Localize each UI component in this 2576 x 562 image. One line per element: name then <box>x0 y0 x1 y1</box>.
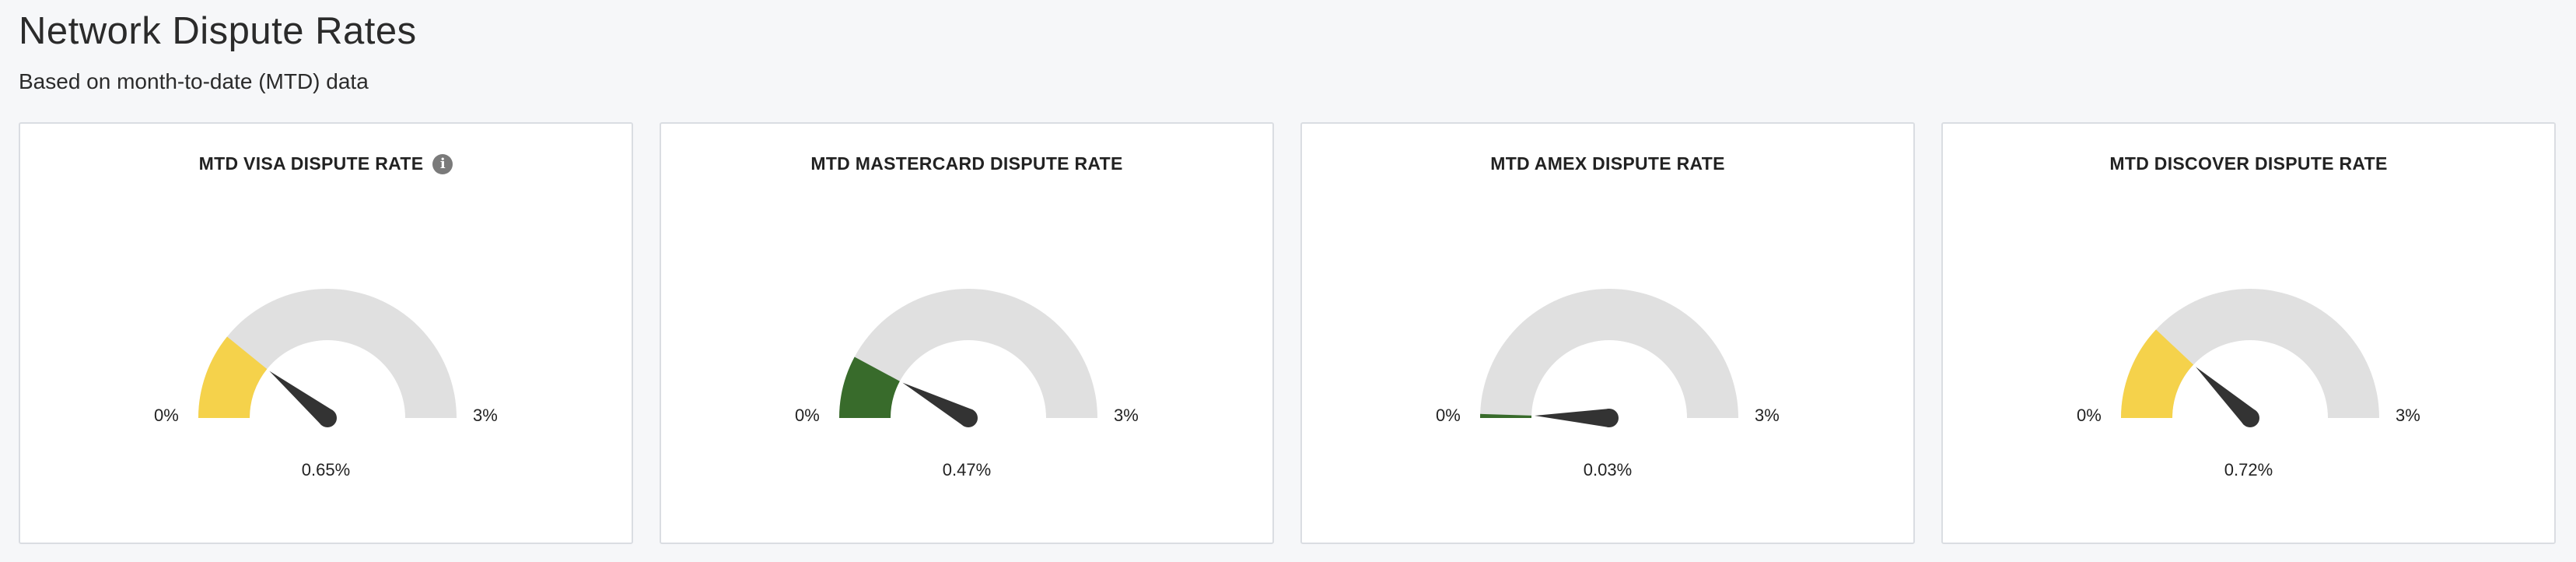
gauge-value-label: 0.03% <box>1583 460 1633 479</box>
gauge-card-header: MTD AMEX DISPUTE RATE <box>1302 153 1913 174</box>
gauge-card-header: MTD VISA DISPUTE RATE i <box>20 153 632 174</box>
gauge-card-header: MTD MASTERCARD DISPUTE RATE <box>661 153 1272 174</box>
gauge-value-label: 0.72% <box>2224 460 2273 479</box>
gauge-title: MTD AMEX DISPUTE RATE <box>1490 153 1725 174</box>
gauge-card-visa: MTD VISA DISPUTE RATE i 0% 3% 0.65% <box>19 122 633 544</box>
gauge-card-discover: MTD DISCOVER DISPUTE RATE 0% 3% 0.72% <box>1941 122 2556 544</box>
gauge-max-label: 3% <box>1755 406 1780 425</box>
gauge-track <box>839 289 1097 418</box>
gauge-track <box>2121 289 2379 418</box>
page-title: Network Dispute Rates <box>19 10 417 52</box>
gauge-card-header: MTD DISCOVER DISPUTE RATE <box>1943 153 2554 174</box>
gauge-chart <box>839 289 1097 427</box>
gauge-title: MTD VISA DISPUTE RATE <box>198 153 424 174</box>
gauge-needle-hub <box>2241 409 2259 427</box>
gauge-needle <box>902 382 973 427</box>
gauge-value-label: 0.47% <box>942 460 992 479</box>
gauge-fill <box>198 336 268 418</box>
gauge-chart <box>1480 289 1738 427</box>
gauge-min-label: 0% <box>795 406 820 425</box>
gauge-cards: MTD VISA DISPUTE RATE i 0% 3% 0.65% MTD … <box>19 122 2557 546</box>
gauge-title: MTD MASTERCARD DISPUTE RATE <box>810 153 1123 174</box>
gauge-value-label: 0.65% <box>301 460 351 479</box>
page-subtitle: Based on month-to-date (MTD) data <box>19 69 369 93</box>
gauge-card-mastercard: MTD MASTERCARD DISPUTE RATE 0% 3% 0.47% <box>660 122 1274 544</box>
gauge-max-label: 3% <box>2396 406 2420 425</box>
info-icon[interactable]: i <box>432 153 453 174</box>
gauge-max-label: 3% <box>473 406 498 425</box>
gauge-track <box>1480 289 1738 418</box>
gauge-needle-hub <box>959 409 978 427</box>
gauge-chart <box>198 289 457 427</box>
gauge-min-label: 0% <box>2077 406 2102 425</box>
gauge-chart <box>2121 289 2379 427</box>
gauge-fill <box>839 357 900 418</box>
gauge-card-amex: MTD AMEX DISPUTE RATE 0% 3% 0.03% <box>1300 122 1915 544</box>
gauge-needle <box>2196 367 2257 425</box>
gauge-title: MTD DISCOVER DISPUTE RATE <box>2109 153 2388 174</box>
gauge-min-label: 0% <box>154 406 179 425</box>
gauge-fill <box>1480 413 1532 418</box>
gauge-track <box>198 289 457 418</box>
gauge-needle-hub <box>1600 409 1619 427</box>
gauge-fill <box>2121 329 2194 418</box>
gauge-needle <box>1535 409 1610 427</box>
gauge-needle <box>269 371 334 426</box>
gauge-min-label: 0% <box>1436 406 1461 425</box>
gauge-max-label: 3% <box>1114 406 1139 425</box>
gauge-needle-hub <box>318 409 337 427</box>
